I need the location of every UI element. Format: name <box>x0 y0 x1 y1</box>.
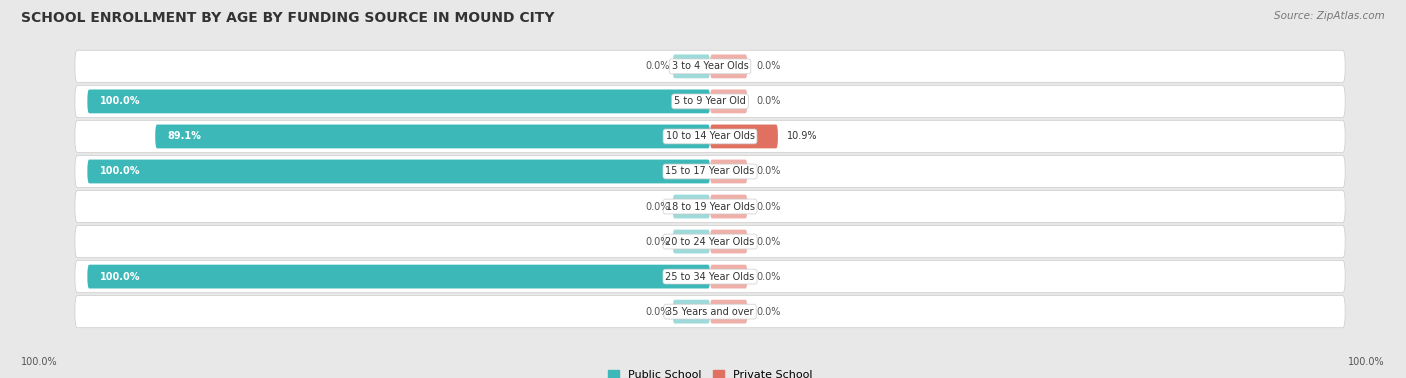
Text: 0.0%: 0.0% <box>756 61 782 71</box>
Text: 15 to 17 Year Olds: 15 to 17 Year Olds <box>665 166 755 177</box>
Text: 0.0%: 0.0% <box>645 307 669 317</box>
Text: 0.0%: 0.0% <box>645 201 669 212</box>
FancyBboxPatch shape <box>75 155 1346 187</box>
Text: 10.9%: 10.9% <box>787 132 818 141</box>
Text: 0.0%: 0.0% <box>756 237 782 246</box>
Text: 25 to 34 Year Olds: 25 to 34 Year Olds <box>665 271 755 282</box>
FancyBboxPatch shape <box>75 50 1346 82</box>
Text: 100.0%: 100.0% <box>100 271 141 282</box>
Text: 0.0%: 0.0% <box>756 96 782 107</box>
FancyBboxPatch shape <box>672 300 710 324</box>
FancyBboxPatch shape <box>87 160 710 183</box>
FancyBboxPatch shape <box>672 230 710 254</box>
Text: 0.0%: 0.0% <box>756 307 782 317</box>
Text: 0.0%: 0.0% <box>756 271 782 282</box>
FancyBboxPatch shape <box>75 85 1346 118</box>
FancyBboxPatch shape <box>155 124 710 148</box>
Text: 5 to 9 Year Old: 5 to 9 Year Old <box>673 96 747 107</box>
FancyBboxPatch shape <box>710 90 748 113</box>
Text: 20 to 24 Year Olds: 20 to 24 Year Olds <box>665 237 755 246</box>
FancyBboxPatch shape <box>710 230 748 254</box>
FancyBboxPatch shape <box>672 195 710 218</box>
FancyBboxPatch shape <box>87 90 710 113</box>
FancyBboxPatch shape <box>710 124 778 148</box>
Legend: Public School, Private School: Public School, Private School <box>603 366 817 378</box>
FancyBboxPatch shape <box>75 296 1346 328</box>
FancyBboxPatch shape <box>710 195 748 218</box>
FancyBboxPatch shape <box>87 265 710 288</box>
FancyBboxPatch shape <box>75 260 1346 293</box>
Text: 100.0%: 100.0% <box>100 166 141 177</box>
Text: 100.0%: 100.0% <box>21 357 58 367</box>
Text: 18 to 19 Year Olds: 18 to 19 Year Olds <box>665 201 755 212</box>
Text: 89.1%: 89.1% <box>167 132 201 141</box>
FancyBboxPatch shape <box>75 191 1346 223</box>
Text: 0.0%: 0.0% <box>645 237 669 246</box>
FancyBboxPatch shape <box>75 225 1346 258</box>
FancyBboxPatch shape <box>710 300 748 324</box>
Text: 0.0%: 0.0% <box>756 166 782 177</box>
Text: 3 to 4 Year Olds: 3 to 4 Year Olds <box>672 61 748 71</box>
Text: 0.0%: 0.0% <box>756 201 782 212</box>
FancyBboxPatch shape <box>710 265 748 288</box>
Text: Source: ZipAtlas.com: Source: ZipAtlas.com <box>1274 11 1385 21</box>
Text: SCHOOL ENROLLMENT BY AGE BY FUNDING SOURCE IN MOUND CITY: SCHOOL ENROLLMENT BY AGE BY FUNDING SOUR… <box>21 11 554 25</box>
FancyBboxPatch shape <box>75 120 1346 153</box>
Text: 35 Years and over: 35 Years and over <box>666 307 754 317</box>
FancyBboxPatch shape <box>672 54 710 78</box>
Text: 100.0%: 100.0% <box>1348 357 1385 367</box>
FancyBboxPatch shape <box>710 160 748 183</box>
Text: 100.0%: 100.0% <box>100 96 141 107</box>
Text: 10 to 14 Year Olds: 10 to 14 Year Olds <box>665 132 755 141</box>
Text: 0.0%: 0.0% <box>645 61 669 71</box>
FancyBboxPatch shape <box>710 54 748 78</box>
